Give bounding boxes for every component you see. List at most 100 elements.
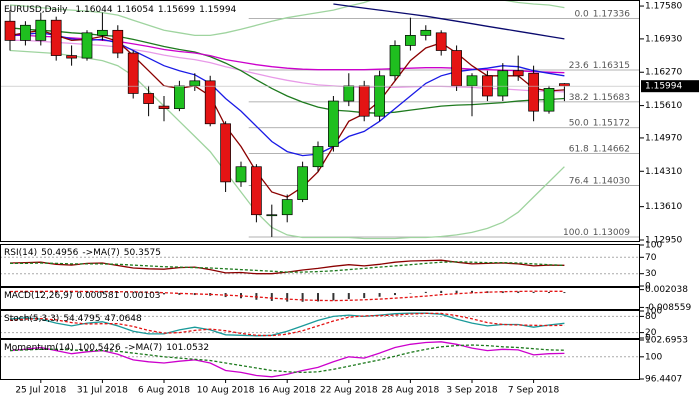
indicator-name: Momentum(14): [4, 343, 74, 353]
x-tick-label: 31 Jul 2018: [77, 386, 128, 396]
panel-plot: [1, 312, 639, 337]
histogram-bar: [332, 293, 335, 301]
panel-plot: [1, 341, 639, 378]
chart-header: EURUSD,Daily 1.16044 1.16054 1.15699 1.15994: [4, 5, 237, 15]
indicator-value: 54.4795: [63, 314, 100, 324]
histogram-bar: [501, 291, 504, 294]
fib-label: 38.2 1.15683: [569, 92, 630, 102]
y-tick-label: 1.17580: [645, 2, 682, 12]
fib-label: 23.6 1.16315: [569, 60, 630, 70]
indicator-name: RSI(14): [4, 248, 37, 258]
candle-body: [297, 166, 308, 200]
indicator-header: MACD(12,26,9) 0.000581 0.00103: [4, 291, 161, 301]
candle-body: [374, 75, 385, 117]
fib-price: 1.14030: [593, 176, 630, 186]
y-tick-label: 0.002038: [645, 285, 688, 295]
panel-frame: [0, 287, 640, 310]
histogram-bar: [455, 290, 458, 294]
x-tick-label: 22 Aug 2018: [320, 386, 378, 396]
indicator-value: 50.3575: [124, 248, 161, 258]
candle-body: [358, 85, 370, 117]
moving-average: [333, 3, 565, 40]
x-tick-label: 16 Aug 2018: [258, 386, 316, 396]
candle-body: [112, 29, 124, 54]
y-tick-label: 1.13610: [645, 202, 682, 212]
candle-body: [482, 75, 493, 97]
histogram-bar: [116, 292, 119, 294]
histogram-bar: [347, 293, 350, 300]
panel-plot: 0.0 1.17336 23.6 1.16315 38.2 1.15683 50.0 1.15…: [1, 1, 639, 240]
current-price-box: [641, 80, 699, 93]
last-high: 1.16054: [117, 5, 154, 15]
fib-price: 1.16315: [593, 60, 630, 70]
fib-ratio: 38.2: [569, 92, 589, 102]
histogram-bar: [55, 291, 58, 294]
histogram-bar: [193, 293, 196, 296]
histogram-bar: [440, 290, 443, 294]
candle-body: [97, 29, 108, 36]
x-tick-label: 6 Aug 2018: [138, 386, 190, 396]
histogram-bar: [70, 291, 73, 294]
x-tick-label: 25 Jul 2018: [15, 386, 66, 396]
y-tick-label: 80: [645, 312, 657, 322]
candle-body: [328, 100, 339, 147]
panel-frame: [0, 244, 640, 287]
panel-frame: [0, 310, 640, 339]
fib-ratio: 0.0: [574, 9, 589, 19]
moving-average: [9, 49, 565, 240]
indicator-value: 0.00103: [123, 291, 160, 301]
candle-body: [35, 19, 47, 41]
y-tick-label: -0.008559: [645, 303, 691, 313]
fib-price: 1.17336: [593, 9, 630, 19]
candle-body: [512, 70, 524, 77]
indicator-header: Momentum(14) 100.5426 ->MA(7) 101.0532: [4, 343, 209, 353]
candle-body: [405, 35, 416, 46]
indicator-value: 100.5426: [78, 343, 121, 353]
histogram-bar: [409, 293, 412, 294]
panel-plot: [1, 256, 639, 275]
y-tick-label: 96.4407: [645, 375, 682, 385]
y-tick-label: 1.14310: [645, 167, 682, 177]
indicator-header: Stoch(5,3,3) 54.4795 47.0648: [4, 314, 142, 324]
x-tick-label: 7 Sep 2018: [508, 386, 560, 396]
x-tick-label: 3 Sep 2018: [446, 386, 498, 396]
panel-frame: [0, 0, 640, 242]
histogram-bar: [363, 293, 366, 299]
fib-ratio: 50.0: [569, 118, 589, 128]
candle-body: [281, 199, 293, 216]
candle-body: [235, 166, 247, 183]
candle-body: [435, 32, 447, 51]
indicator-value: 0.000581: [76, 291, 119, 301]
candle-body: [143, 93, 154, 104]
candle-body: [158, 105, 170, 109]
candle-body: [543, 88, 555, 112]
fib-ratio: 100.0: [563, 228, 589, 238]
y-tick-label: 20: [645, 328, 657, 338]
fib-price: 1.14662: [593, 144, 630, 154]
histogram-bar: [301, 293, 304, 302]
indicator-name: Stoch(5,3,3): [4, 314, 59, 324]
histogram-bar: [178, 293, 181, 295]
indicator-value: 50.4956: [41, 248, 78, 258]
y-tick-label: 70: [645, 253, 657, 263]
histogram-bar: [517, 291, 520, 294]
fib-label: 50.0 1.15172: [569, 118, 630, 128]
indicator-value: 47.0648: [105, 314, 142, 324]
candle-body: [343, 85, 355, 102]
indicator-ma-name: ->MA(7): [82, 248, 119, 258]
histogram-bar: [270, 293, 273, 301]
x-tick-label: 10 Aug 2018: [197, 386, 255, 396]
y-tick-label: 30: [645, 269, 657, 279]
fib-price: 1.15683: [593, 92, 630, 102]
x-tick-label: 28 Aug 2018: [382, 386, 440, 396]
indicator-ma-name: ->MA(7): [125, 343, 162, 353]
candle-body: [559, 83, 570, 87]
y-tick-label: 100: [645, 352, 662, 362]
histogram-bar: [471, 290, 473, 294]
histogram-bar: [378, 293, 381, 297]
histogram-bar: [86, 291, 88, 294]
candle-body: [204, 80, 216, 125]
candle-body: [497, 70, 509, 97]
